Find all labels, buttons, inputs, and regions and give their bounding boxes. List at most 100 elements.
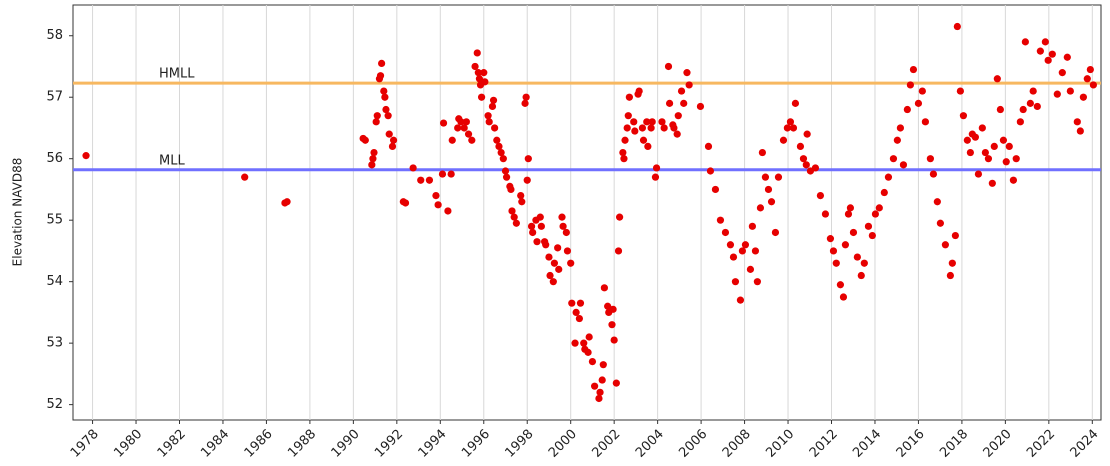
data-point <box>524 155 532 163</box>
data-point <box>884 173 893 181</box>
data-point <box>996 105 1004 114</box>
data-point <box>644 142 652 151</box>
y-tick-label: 54 <box>46 274 63 289</box>
data-point <box>971 133 979 141</box>
data-point <box>378 59 386 68</box>
data-point <box>783 124 791 132</box>
data-point <box>568 299 576 307</box>
data-point <box>471 62 479 71</box>
data-point <box>677 87 686 95</box>
data-point <box>417 176 425 184</box>
data-point <box>558 213 566 221</box>
data-point <box>460 124 468 132</box>
data-point <box>588 357 597 366</box>
data-point <box>283 198 291 206</box>
x-tick-label: 1982 <box>155 427 189 461</box>
data-point <box>639 136 648 144</box>
data-point <box>758 148 766 157</box>
data-point <box>974 170 983 178</box>
data-point <box>853 253 861 261</box>
data-point <box>1002 158 1010 166</box>
data-point <box>370 148 378 157</box>
data-point <box>485 118 493 126</box>
data-point <box>716 216 725 224</box>
data-point <box>614 247 623 255</box>
data-point <box>664 62 673 71</box>
data-point <box>501 167 510 175</box>
data-point <box>576 299 585 307</box>
data-point <box>959 112 968 120</box>
data-point <box>438 170 447 178</box>
data-point <box>821 210 830 218</box>
data-point <box>665 99 674 107</box>
data-point <box>860 259 868 267</box>
data-point <box>497 148 505 157</box>
y-tick-label: 55 <box>46 213 63 228</box>
data-point <box>721 228 730 237</box>
data-point <box>457 118 465 126</box>
data-point <box>638 124 647 132</box>
data-point <box>507 185 515 194</box>
data-point <box>630 118 638 126</box>
data-point <box>914 99 923 107</box>
data-point <box>481 78 489 86</box>
data-point <box>1044 56 1052 64</box>
data-point <box>554 244 562 252</box>
data-point <box>508 207 516 215</box>
data-point <box>685 81 693 89</box>
data-point <box>999 136 1008 144</box>
data-point <box>623 124 631 132</box>
data-point <box>580 339 588 347</box>
x-tick-label: 1998 <box>503 427 537 461</box>
data-point <box>803 130 811 138</box>
data-point <box>608 321 616 329</box>
data-point <box>361 136 369 144</box>
data-point <box>491 124 499 132</box>
y-tick-label: 57 <box>46 90 63 105</box>
data-point <box>921 118 929 126</box>
x-tick-label: 1992 <box>372 427 406 461</box>
y-tick-label: 58 <box>46 28 63 43</box>
data-point <box>545 253 553 261</box>
data-point <box>591 382 599 390</box>
x-tick-label: 2000 <box>546 427 580 461</box>
data-point <box>495 142 503 151</box>
data-point <box>696 102 705 111</box>
data-point <box>584 348 592 356</box>
data-point <box>771 228 780 237</box>
data-point <box>748 222 756 230</box>
data-point <box>981 148 989 157</box>
data-point <box>631 127 639 135</box>
y-tick-label: 56 <box>46 151 63 166</box>
data-point <box>619 148 627 157</box>
x-tick-label: 1988 <box>285 427 319 461</box>
data-point <box>731 278 740 286</box>
data-point <box>624 112 632 120</box>
data-point <box>658 118 666 126</box>
data-point <box>899 161 908 169</box>
x-tick-label: 1996 <box>459 427 493 461</box>
data-point <box>1079 93 1087 101</box>
data-point <box>468 136 476 144</box>
data-point <box>1083 75 1091 83</box>
x-tick-label: 2014 <box>850 427 884 461</box>
x-tick-label: 2024 <box>1068 427 1102 461</box>
data-point <box>963 136 971 144</box>
x-tick-label: 2004 <box>633 427 667 461</box>
data-point <box>660 124 668 132</box>
data-point <box>802 161 810 169</box>
data-point <box>786 118 795 126</box>
data-point <box>376 72 385 80</box>
x-tick-label: 2016 <box>894 427 928 461</box>
data-point <box>896 124 904 132</box>
data-point <box>926 155 934 163</box>
data-point <box>849 228 858 237</box>
data-point <box>751 247 760 255</box>
data-point <box>799 155 808 163</box>
data-point <box>1089 81 1097 89</box>
data-point <box>746 265 755 273</box>
data-point <box>816 191 825 200</box>
data-point <box>448 136 456 144</box>
data-point <box>767 198 776 206</box>
data-point <box>536 213 544 221</box>
